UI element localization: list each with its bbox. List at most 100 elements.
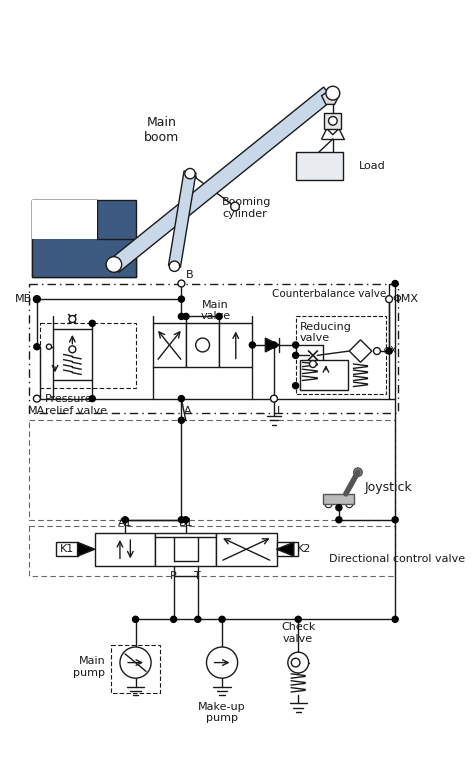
- Text: T: T: [194, 570, 201, 581]
- Text: B1: B1: [178, 518, 193, 528]
- Text: Booming
cylinder: Booming cylinder: [222, 197, 272, 219]
- Circle shape: [133, 616, 138, 622]
- Bar: [153, 323, 186, 366]
- Text: MB: MB: [14, 294, 32, 304]
- Bar: [296, 316, 386, 394]
- Circle shape: [185, 169, 195, 179]
- Polygon shape: [168, 171, 196, 267]
- Text: ΦMX: ΦMX: [392, 294, 419, 304]
- Circle shape: [271, 342, 277, 348]
- Polygon shape: [277, 543, 294, 556]
- Text: Main
valve: Main valve: [201, 300, 231, 321]
- Bar: [29, 284, 398, 414]
- Bar: [277, 543, 298, 556]
- Bar: [53, 329, 92, 380]
- Circle shape: [392, 616, 398, 622]
- Circle shape: [336, 505, 342, 511]
- Text: Make-up
pump: Make-up pump: [198, 702, 246, 723]
- Circle shape: [178, 280, 185, 287]
- Circle shape: [386, 295, 392, 302]
- Polygon shape: [78, 543, 95, 556]
- Circle shape: [292, 342, 299, 348]
- Text: A1: A1: [118, 518, 132, 528]
- Text: B: B: [186, 270, 193, 280]
- Bar: [32, 199, 136, 278]
- Circle shape: [271, 395, 277, 402]
- Polygon shape: [265, 338, 279, 352]
- Circle shape: [249, 342, 255, 348]
- Circle shape: [178, 396, 184, 402]
- Circle shape: [288, 652, 309, 673]
- Text: K1: K1: [60, 544, 74, 554]
- Circle shape: [392, 281, 398, 287]
- Circle shape: [178, 517, 184, 523]
- Circle shape: [292, 659, 300, 667]
- Text: Check
valve: Check valve: [281, 622, 315, 644]
- Circle shape: [196, 338, 210, 352]
- Circle shape: [178, 296, 184, 302]
- Circle shape: [171, 616, 177, 622]
- Circle shape: [346, 501, 353, 508]
- Circle shape: [271, 396, 277, 402]
- Circle shape: [292, 383, 299, 389]
- Circle shape: [328, 117, 337, 125]
- Text: Reducing
valve: Reducing valve: [300, 322, 352, 343]
- Circle shape: [182, 517, 189, 523]
- Circle shape: [392, 517, 398, 523]
- Text: Main
boom: Main boom: [144, 117, 179, 145]
- Circle shape: [336, 517, 342, 523]
- Circle shape: [89, 396, 95, 402]
- Circle shape: [219, 616, 225, 622]
- Circle shape: [178, 313, 184, 319]
- Text: ⊕X: ⊕X: [382, 346, 397, 356]
- Circle shape: [69, 315, 76, 322]
- Circle shape: [354, 468, 362, 476]
- Bar: [296, 152, 343, 179]
- Circle shape: [207, 647, 237, 678]
- Bar: [324, 113, 341, 128]
- Circle shape: [231, 203, 239, 211]
- Circle shape: [34, 296, 40, 302]
- Text: K2: K2: [297, 544, 311, 554]
- Circle shape: [374, 348, 381, 355]
- Text: L: L: [277, 406, 283, 416]
- Bar: [40, 323, 136, 388]
- Bar: [29, 526, 395, 576]
- Polygon shape: [32, 199, 136, 278]
- Circle shape: [34, 344, 40, 349]
- Circle shape: [106, 257, 122, 272]
- Circle shape: [386, 348, 392, 354]
- Text: M: M: [311, 157, 327, 175]
- Circle shape: [326, 87, 340, 100]
- Circle shape: [292, 352, 299, 359]
- Circle shape: [178, 417, 184, 424]
- Circle shape: [310, 360, 317, 367]
- Circle shape: [325, 501, 332, 508]
- Bar: [32, 199, 97, 239]
- Circle shape: [33, 295, 40, 302]
- Text: Main
pump: Main pump: [73, 656, 105, 678]
- Circle shape: [169, 261, 180, 271]
- Bar: [95, 533, 155, 566]
- Text: MA: MA: [28, 406, 46, 416]
- Text: Pressure
relief valve: Pressure relief valve: [45, 394, 107, 416]
- Bar: [111, 645, 160, 693]
- Text: Counterbalance valve: Counterbalance valve: [272, 289, 386, 298]
- Circle shape: [89, 320, 95, 326]
- Text: Load: Load: [359, 161, 385, 171]
- Circle shape: [216, 313, 222, 319]
- Text: P: P: [170, 570, 177, 581]
- Polygon shape: [109, 87, 333, 272]
- Text: Directional control valve: Directional control valve: [328, 553, 465, 564]
- Bar: [155, 533, 216, 566]
- Circle shape: [120, 647, 151, 678]
- Text: Joystick: Joystick: [365, 482, 412, 494]
- Circle shape: [122, 517, 128, 523]
- Polygon shape: [349, 340, 372, 363]
- Circle shape: [295, 616, 301, 622]
- Bar: [186, 323, 219, 366]
- Bar: [29, 421, 395, 519]
- Bar: [300, 359, 347, 390]
- Bar: [219, 323, 252, 366]
- Bar: [56, 543, 78, 556]
